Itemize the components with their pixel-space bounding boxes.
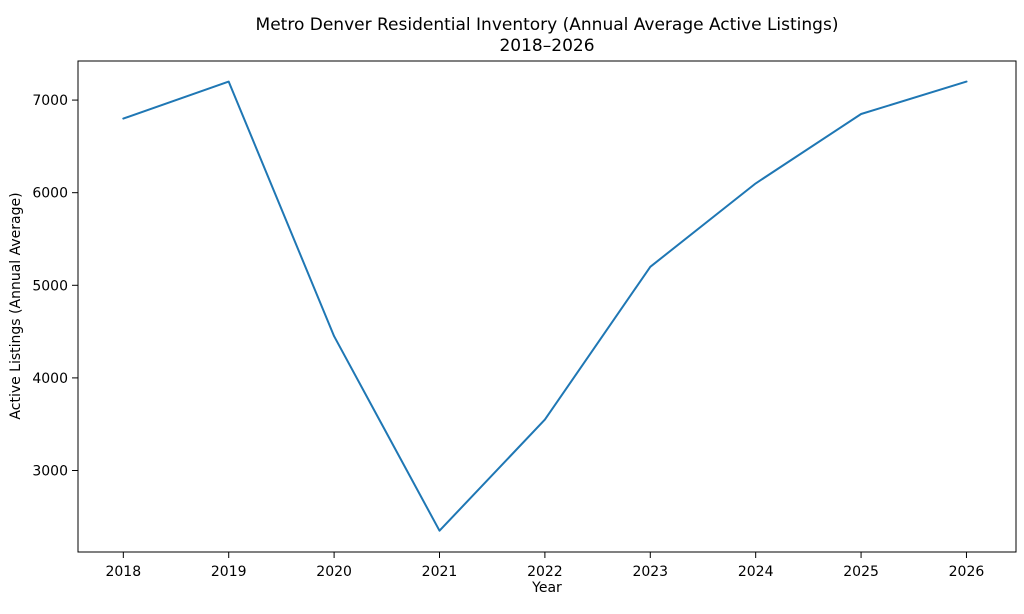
- plot-area: 2018 2019 2020 2021 2022 2023 2024 2025 2026 3000…: [32, 60, 1017, 580]
- y-tick-label: 7000: [32, 93, 68, 109]
- chart-title-line1: Metro Denver Residential Inventory (Annu…: [256, 15, 839, 35]
- x-tick-label: 2020: [316, 564, 352, 580]
- y-tick-label: 5000: [32, 278, 68, 294]
- x-tick-label: 2021: [422, 564, 458, 580]
- y-tick-label: 3000: [32, 464, 68, 480]
- x-tick-label: 2019: [211, 564, 247, 580]
- y-tick-label: 4000: [32, 371, 68, 387]
- x-tick-label: 2024: [738, 564, 774, 580]
- data-line-active-listings-annual-average-: [122, 80, 968, 532]
- x-tick-label: 2025: [843, 564, 879, 580]
- x-tick-label: 2018: [105, 564, 141, 580]
- y-axis-label: Active Listings (Annual Average): [8, 192, 24, 419]
- axes-spines: [77, 60, 1017, 553]
- x-tick-label: 2022: [527, 564, 563, 580]
- x-tick-label: 2026: [949, 564, 985, 580]
- chart-title-line2: 2018–2026: [499, 36, 594, 56]
- x-axis-label: Year: [531, 580, 562, 596]
- x-tick-label: 2023: [632, 564, 668, 580]
- y-tick-label: 6000: [32, 186, 68, 202]
